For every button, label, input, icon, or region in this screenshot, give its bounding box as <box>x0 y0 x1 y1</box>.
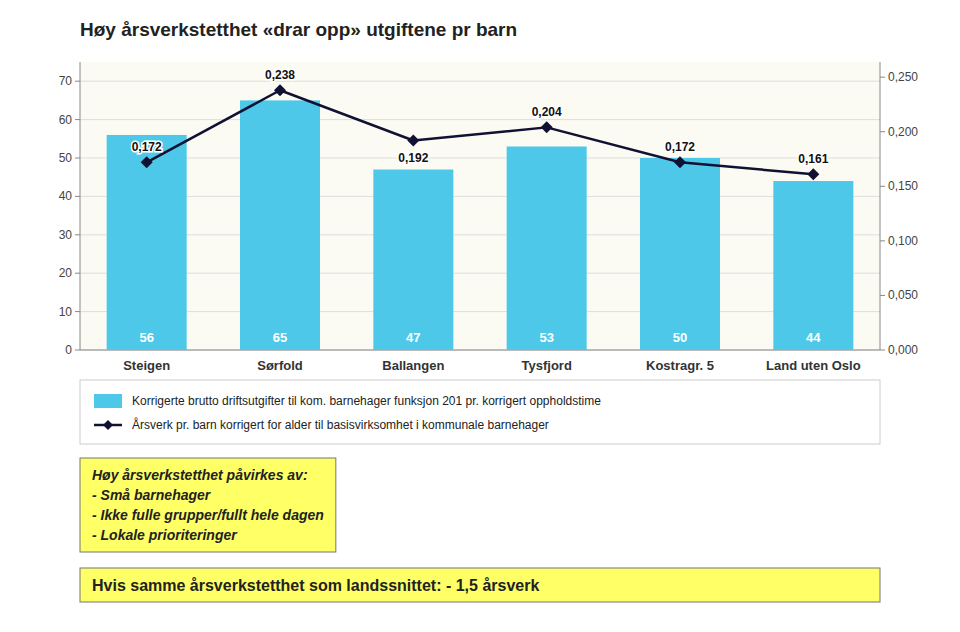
axis-line <box>880 62 881 350</box>
line-label: 0,161 <box>798 152 828 166</box>
category-label: Tysfjord <box>522 358 572 373</box>
tick-mark <box>880 240 885 241</box>
annotation-text: - Små barnehager <box>92 487 212 503</box>
category-label: Ballangen <box>382 358 444 373</box>
marks <box>107 84 854 350</box>
bar <box>773 181 853 350</box>
marker <box>141 156 153 168</box>
legend-frame <box>80 380 880 444</box>
bar <box>107 135 187 350</box>
category-label: Steigen <box>123 358 170 373</box>
title: Høy årsverkstetthet «drar opp» utgiftene… <box>80 19 517 40</box>
line-label: 0,192 <box>398 151 428 165</box>
tick-label: 0,250 <box>888 70 918 84</box>
tick-label: 0,050 <box>888 288 918 302</box>
tick-label: 50 <box>59 151 73 165</box>
grid-line <box>80 119 880 120</box>
tick-label: 40 <box>59 189 73 203</box>
tick-label: 0,150 <box>888 179 918 193</box>
tick-mark <box>75 158 80 159</box>
tick-mark <box>880 131 885 132</box>
annotation: Høy årsverkstetthet påvirkes av: - Små ba… <box>80 458 336 552</box>
tick-label: 0,100 <box>888 234 918 248</box>
annotation-text: - Ikke fulle grupper/fullt hele dagen <box>92 507 324 523</box>
tick-label: 0,000 <box>888 343 918 357</box>
tick-mark <box>880 295 885 296</box>
tick-mark <box>75 311 80 312</box>
tick-mark <box>75 234 80 235</box>
line-label: 0,172 <box>665 140 695 154</box>
line <box>147 90 814 174</box>
footnote: Hvis samme årsverkstetthet som landssnit… <box>80 568 880 602</box>
tick-label: 10 <box>59 305 73 319</box>
footnote-box <box>80 568 880 602</box>
tick-mark <box>75 81 80 82</box>
category-label: Sørfold <box>257 358 303 373</box>
tick-mark <box>880 186 885 187</box>
tick-mark <box>75 350 80 351</box>
marker <box>274 84 286 96</box>
annotation-box <box>80 458 336 552</box>
bar-label: 56 <box>139 330 153 345</box>
tick-mark <box>75 273 80 274</box>
legend-label: Årsverk pr. barn korrigert for alder til… <box>132 417 549 432</box>
bar <box>507 146 587 350</box>
legend-swatch <box>94 394 122 408</box>
axis-line <box>80 350 880 351</box>
bar <box>373 170 453 350</box>
grid-line <box>80 234 880 235</box>
line-label: 0,172 <box>132 140 162 154</box>
legend-label: Korrigerte brutto driftsutgifter til kom… <box>132 394 601 408</box>
tick-label: 60 <box>59 113 73 127</box>
tick-mark <box>880 77 885 78</box>
grid-line <box>80 273 880 274</box>
marker <box>541 121 553 133</box>
line-label: 0,204 <box>532 105 562 119</box>
legend: Korrigerte brutto driftsutgifter til kom… <box>80 380 880 444</box>
tick-label: 30 <box>59 228 73 242</box>
annotation-text: Høy årsverkstetthet påvirkes av: <box>92 467 308 483</box>
grid-line <box>80 311 880 312</box>
chart: Høy årsverkstetthet «drar opp» utgiftene… <box>0 0 960 632</box>
bar-label: 47 <box>406 330 420 345</box>
tick-label: 0,200 <box>888 125 918 139</box>
tick-label: 0 <box>65 343 72 357</box>
annotation-text: - Lokale prioriteringer <box>92 527 238 543</box>
bar-label: 44 <box>806 330 821 345</box>
tick-mark <box>75 196 80 197</box>
bar <box>640 158 720 350</box>
marker <box>407 134 419 146</box>
tick-label: 70 <box>59 74 73 88</box>
axes: 0 10 20 30 40 50 60 70 0,000 0,050 0,100 0,150 0,200… <box>59 62 919 373</box>
tick-mark <box>75 119 80 120</box>
bar-label: 50 <box>673 330 687 345</box>
marker <box>674 156 686 168</box>
axis-line <box>80 62 81 350</box>
tick-label: 20 <box>59 266 73 280</box>
marker <box>807 168 819 180</box>
footnote-text: Hvis samme årsverkstetthet som landssnit… <box>92 577 539 594</box>
grid-line <box>80 350 880 351</box>
grid-line <box>80 158 880 159</box>
bar-label: 53 <box>539 330 553 345</box>
bar-label: 65 <box>273 330 287 345</box>
grid-line <box>80 196 880 197</box>
line-label: 0,238 <box>265 68 295 82</box>
tick-mark <box>880 350 885 351</box>
category-label: Kostragr. 5 <box>646 358 714 373</box>
category-label: Land uten Oslo <box>766 358 861 373</box>
bar <box>240 100 320 350</box>
data-labels: 56 65 47 53 50 44 0,172 0,238 0,192 0,204 0,172 0,1… <box>132 68 829 345</box>
grid-line <box>80 81 880 82</box>
legend-swatch <box>103 420 113 430</box>
plot-background <box>80 62 880 350</box>
